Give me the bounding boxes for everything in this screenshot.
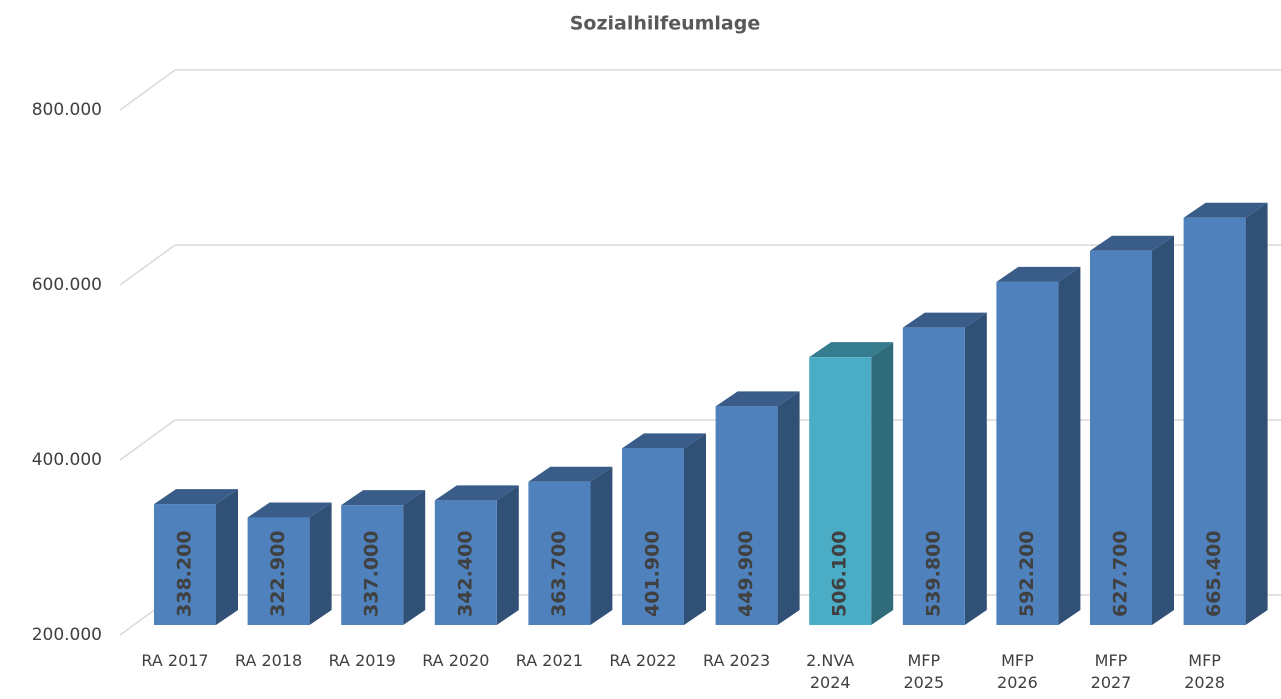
- bar: [715, 406, 778, 625]
- value-label: 665.400: [1203, 530, 1225, 617]
- x-tick-label: MFP 2027: [1090, 651, 1132, 692]
- bar: [434, 500, 497, 625]
- bar: [902, 327, 965, 625]
- value-label: 363.700: [548, 530, 570, 617]
- bar: [154, 504, 216, 625]
- bar-side: [871, 342, 894, 625]
- x-tick-label: RA 2019: [328, 651, 396, 670]
- grid-slant: [119, 69, 176, 111]
- bar: [622, 448, 684, 625]
- value-label: 449.900: [735, 530, 757, 617]
- value-label: 627.700: [1110, 530, 1132, 617]
- value-label: 506.100: [829, 530, 851, 617]
- bar-side: [309, 502, 332, 625]
- x-tick-label: MFP 2028: [1184, 651, 1225, 692]
- y-tick-label: 400.000: [32, 450, 102, 470]
- bar-top: [715, 391, 800, 407]
- bar-top: [622, 433, 706, 449]
- bar-side: [964, 312, 987, 625]
- bar-top: [996, 266, 1081, 282]
- bar-top: [902, 312, 987, 328]
- value-label: 342.400: [454, 530, 476, 617]
- value-label: 337.000: [361, 530, 383, 617]
- x-tick-label: RA 2018: [234, 651, 303, 670]
- x-tick-label: RA 2023: [702, 651, 771, 670]
- bar-top: [247, 502, 332, 518]
- bar-side: [403, 490, 426, 625]
- y-tick-label: 200.000: [32, 625, 102, 645]
- value-label: 401.900: [642, 530, 664, 617]
- y-tick-label: 800.000: [32, 100, 102, 120]
- bar-side: [216, 489, 238, 625]
- bar-top: [809, 342, 894, 358]
- value-label: 322.900: [267, 530, 289, 617]
- y-tick-label: 600.000: [32, 275, 102, 295]
- bar: [996, 281, 1059, 625]
- bar-side: [590, 466, 613, 625]
- value-label: 592.200: [1016, 530, 1038, 617]
- bar-side: [1152, 235, 1174, 625]
- x-tick-label: RA 2020: [422, 651, 490, 670]
- bar-side: [684, 433, 706, 625]
- value-label: 539.800: [922, 530, 944, 617]
- bar-side: [1058, 266, 1081, 625]
- bar-top: [1183, 202, 1268, 218]
- bar: [341, 505, 404, 625]
- bar-top: [528, 466, 613, 482]
- bar-top: [434, 485, 519, 501]
- x-tick-label: RA 2022: [609, 651, 677, 670]
- x-tick-label: RA 2017: [141, 651, 209, 670]
- bar-top: [154, 489, 238, 505]
- bar: [247, 517, 310, 625]
- x-tick-label: 2.NVA 2024: [806, 651, 855, 692]
- chart-title: Sozialhilfeumlage: [570, 13, 761, 35]
- bar: [809, 357, 872, 625]
- bar-side: [777, 391, 800, 625]
- grid-slant: [119, 419, 176, 461]
- bar-top: [341, 490, 426, 506]
- x-tick-label: RA 2021: [515, 651, 583, 670]
- bar: [1090, 250, 1152, 625]
- x-tick-label: MFP 2026: [997, 651, 1038, 692]
- bar: [1183, 217, 1246, 625]
- bar-side: [496, 485, 519, 625]
- grid-slant: [119, 244, 176, 286]
- value-label: 338.200: [174, 530, 196, 617]
- bar-top: [1090, 235, 1174, 251]
- x-tick-label: MFP 2025: [903, 651, 945, 692]
- bar-side: [1245, 202, 1268, 625]
- bar: [528, 481, 591, 625]
